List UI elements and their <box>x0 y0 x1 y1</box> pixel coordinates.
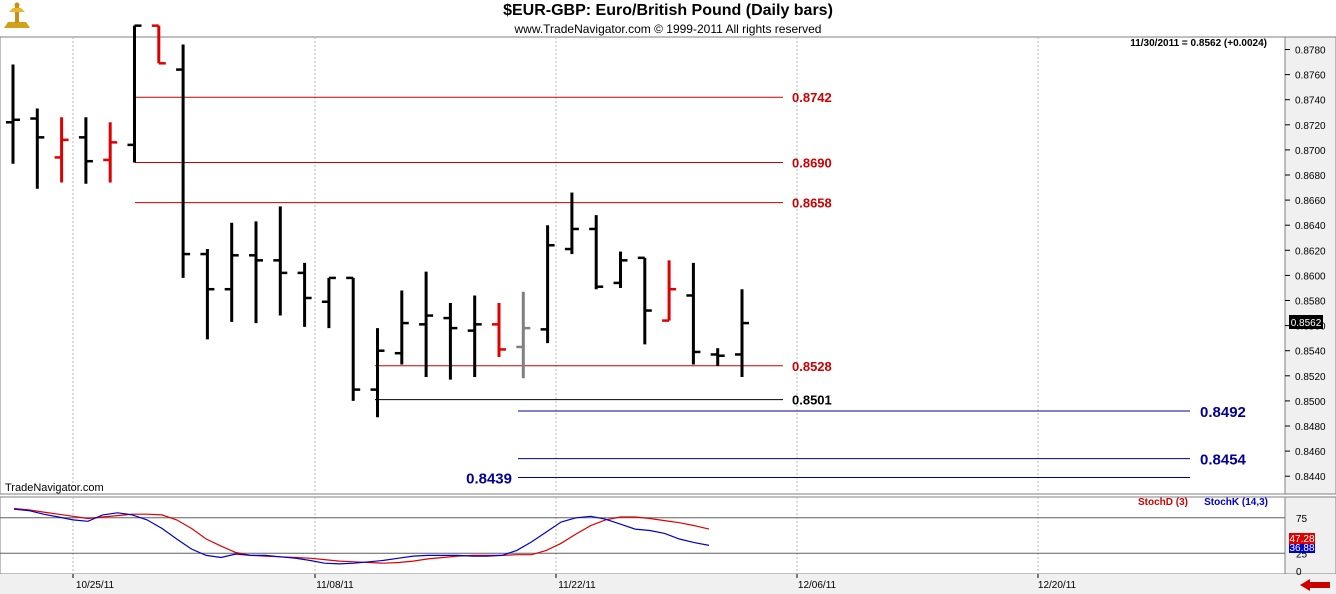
trade-navigator-logo <box>4 2 30 28</box>
stochK-last-label: 36.88 <box>1289 543 1314 554</box>
price-bar <box>30 108 45 189</box>
price-bar <box>297 262 312 327</box>
level-label: 0.8742 <box>792 90 832 105</box>
scroll-left-arrow-icon[interactable] <box>1299 579 1332 592</box>
price-bar <box>394 290 409 365</box>
price-bar <box>467 295 482 378</box>
stoch-panel-frame <box>0 496 1286 575</box>
price-bar <box>540 225 555 344</box>
price-tick-label: 0.8640 <box>1295 221 1326 232</box>
stoch-tick-label: 75 <box>1296 514 1308 525</box>
price-tick-label: 0.8620 <box>1295 246 1326 257</box>
price-bar <box>443 303 458 380</box>
price-bar <box>492 303 506 357</box>
price-bar <box>419 271 434 378</box>
price-bar <box>686 262 701 365</box>
price-bar <box>321 276 336 329</box>
price-tick-label: 0.8660 <box>1295 196 1326 207</box>
price-bar <box>78 117 93 184</box>
price-bar <box>249 221 263 324</box>
price-tick-label: 0.8700 <box>1295 146 1326 157</box>
price-bar <box>176 44 191 278</box>
price-tick-label: 0.8720 <box>1295 121 1326 132</box>
date-tick-label: 12/06/11 <box>798 580 837 591</box>
date-tick-label: 11/22/11 <box>558 580 596 591</box>
price-tick-label: 0.8500 <box>1295 397 1326 408</box>
stoch-tick-label: 0 <box>1296 567 1302 578</box>
price-tick-label: 0.8740 <box>1295 96 1326 107</box>
price-panel-frame <box>0 36 1286 495</box>
level-label: 0.8690 <box>792 155 832 170</box>
stochD-last-label: 47.28 <box>1289 534 1314 545</box>
level-label: 0.8528 <box>792 359 832 374</box>
price-bar <box>54 117 69 183</box>
level-label: 0.8492 <box>1200 404 1246 421</box>
stochastic-lines: 75 25 0 <box>0 507 1308 578</box>
price-tick-label: 0.8480 <box>1295 422 1326 433</box>
price-bar <box>273 206 288 316</box>
stoch-tick-label: 25 <box>1296 549 1308 560</box>
price-axis-ticks: 0.8780 0.8760 0.8740 0.8720 0.8700 0.8680 0.86… <box>1285 46 1326 483</box>
level-label: 0.8501 <box>792 393 832 408</box>
price-bar <box>103 122 118 183</box>
stochD-last-box <box>1289 533 1315 544</box>
date-tick-label: 12/20/11 <box>1038 580 1077 591</box>
price-bar <box>662 260 677 322</box>
price-bar <box>151 24 166 65</box>
price-tick-label: 0.8760 <box>1295 71 1326 82</box>
price-axis <box>1284 36 1336 495</box>
price-bar <box>224 222 239 322</box>
price-bar <box>200 249 215 340</box>
watermark: TradeNavigator.com <box>5 482 104 494</box>
price-bar <box>710 348 725 366</box>
price-bars <box>6 24 749 418</box>
date-axis-ticks: 10/25/11 11/08/11 11/22/11 12/06/11 12/20/11 <box>72 574 1077 591</box>
price-tick-label: 0.8580 <box>1295 297 1326 308</box>
stochK-line <box>13 508 710 565</box>
date-tick-label: 10/25/11 <box>76 580 115 591</box>
last-price-box <box>1289 315 1323 329</box>
price-bar <box>564 192 579 255</box>
price-bar <box>613 251 628 288</box>
quote-readout: 11/30/2011 = 0.8562 (+0.0024) <box>1130 38 1267 49</box>
price-bar <box>589 215 604 290</box>
price-tick-label: 0.8520 <box>1295 372 1326 383</box>
price-bar <box>637 256 652 345</box>
stochD-legend: StochD (3) <box>1138 497 1188 508</box>
price-bar <box>6 64 20 164</box>
price-bar <box>127 24 142 163</box>
level-label: 0.8454 <box>1200 452 1247 469</box>
price-tick-label: 0.8600 <box>1295 271 1326 282</box>
price-tick-label: 0.8460 <box>1295 447 1326 458</box>
price-bar <box>516 291 531 379</box>
date-tick-label: 11/08/11 <box>316 580 354 591</box>
chart-copyright: www.TradeNavigator.com © 1999-2011 All r… <box>514 22 822 36</box>
price-tick-label: 0.8780 <box>1295 46 1326 57</box>
date-axis <box>0 574 1336 594</box>
chart-title: $EUR-GBP: Euro/British Pound (Daily bars… <box>503 2 833 19</box>
price-tick-label: 0.8540 <box>1295 347 1326 358</box>
stochK-legend: StochK (14,3) <box>1204 497 1268 508</box>
level-label: 0.8439 <box>466 470 512 487</box>
level-label: 0.8658 <box>792 196 832 211</box>
stochK-last-box <box>1289 542 1315 553</box>
last-price-label: 0.8562 <box>1291 318 1322 329</box>
price-tick-label: 0.8440 <box>1295 472 1326 483</box>
price-levels: 0.8742 0.8690 0.8658 0.8528 0.8501 0.8492 0.84… <box>135 90 1247 487</box>
price-bar <box>346 276 361 401</box>
price-bar <box>735 289 749 378</box>
price-tick-label: 0.8680 <box>1295 171 1326 182</box>
price-bar <box>370 328 385 418</box>
